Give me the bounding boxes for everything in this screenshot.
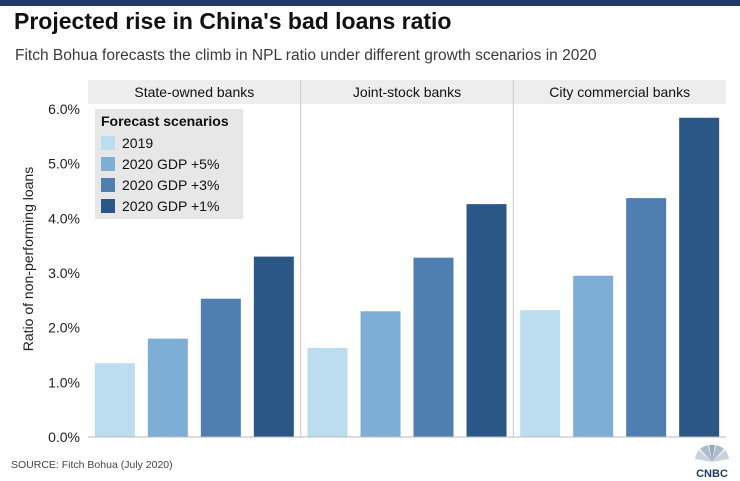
legend-swatch	[101, 178, 115, 192]
bar	[626, 198, 667, 437]
source-note: SOURCE: Fitch Bohua (July 2020)	[11, 459, 173, 471]
legend-title: Forecast scenarios	[101, 113, 229, 129]
bar	[679, 117, 720, 437]
cnbc-peacock-logo: CNBC	[695, 444, 729, 480]
legend-label: 2020 GDP +5%	[122, 156, 219, 172]
panel-header	[300, 80, 514, 104]
legend-swatch	[101, 136, 115, 150]
y-tick-label: 1.0%	[48, 374, 80, 390]
bar	[253, 256, 294, 437]
legend-swatch	[101, 199, 115, 213]
panel-title: City commercial banks	[549, 84, 690, 100]
bar	[360, 311, 401, 437]
top-accent-bar	[0, 0, 740, 6]
legend-box	[95, 109, 243, 219]
y-tick-label: 6.0%	[48, 101, 80, 117]
legend-label: 2020 GDP +1%	[122, 198, 219, 214]
y-tick-label: 0.0%	[48, 429, 80, 445]
panel-title: Joint-stock banks	[353, 84, 461, 100]
bar	[200, 298, 241, 437]
legend-label: 2019	[122, 135, 153, 151]
bar	[94, 363, 135, 437]
panel-title: State-owned banks	[134, 84, 254, 100]
bar	[573, 275, 614, 437]
bar	[466, 204, 507, 437]
bar	[520, 310, 561, 437]
bar	[147, 338, 188, 437]
y-tick-label: 5.0%	[48, 156, 80, 172]
panel-header	[88, 80, 301, 104]
legend-label: 2020 GDP +3%	[122, 177, 219, 193]
chart-title: Projected rise in China's bad loans rati…	[14, 8, 452, 34]
y-tick-label: 2.0%	[48, 320, 80, 336]
panel-header	[513, 80, 726, 104]
y-tick-label: 4.0%	[48, 210, 80, 226]
y-tick-label: 3.0%	[48, 265, 80, 281]
cnbc-wordmark: CNBC	[696, 468, 728, 480]
bar	[413, 257, 454, 437]
legend-swatch	[101, 157, 115, 171]
chart-subtitle: Fitch Bohua forecasts the climb in NPL r…	[15, 47, 597, 64]
y-axis-title: Ratio of non-performing loans	[20, 167, 36, 351]
bar	[307, 347, 348, 437]
